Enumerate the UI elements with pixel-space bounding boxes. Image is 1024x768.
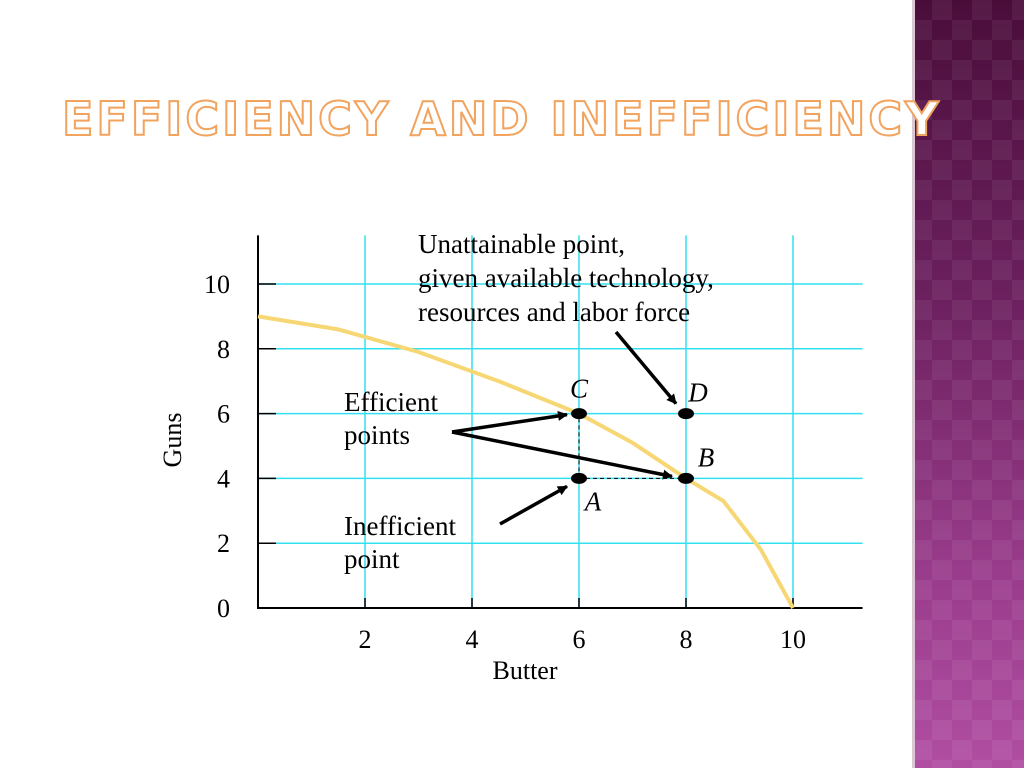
x-axis-label: Butter — [493, 656, 558, 685]
annotation-unattainable: Unattainable point, given available techn… — [418, 229, 714, 327]
axes — [257, 235, 863, 609]
point-b — [678, 472, 694, 484]
frontier-curve-layer — [257, 314, 795, 609]
annotation-efficient-line-2: points — [344, 420, 410, 450]
x-tick-label-4: 4 — [466, 625, 479, 654]
arrow-to-b — [451, 430, 673, 480]
point-a — [571, 472, 587, 484]
y-tick-label-4: 4 — [217, 464, 230, 493]
y-tick-label-10: 10 — [204, 270, 230, 299]
annotation-efficient-line-1: Efficient — [344, 387, 438, 417]
x-tick-label-8: 8 — [680, 625, 693, 654]
point-c — [571, 408, 587, 420]
x-tick-label-2: 2 — [359, 625, 372, 654]
frontier-curve — [257, 314, 795, 609]
point-label-d: D — [687, 378, 708, 408]
point-label-c: C — [570, 374, 589, 404]
annotation-efficient: Efficient points — [344, 387, 438, 450]
arrow-to-c — [451, 411, 568, 434]
side-bar-pattern — [912, 0, 1024, 768]
dashed-guides — [578, 413, 686, 479]
annotation-unattainable-line-1: Unattainable point, — [418, 229, 625, 259]
y-tick-label-0: 0 — [217, 594, 230, 623]
annotation-unattainable-line-3: resources and labor force — [418, 297, 690, 327]
arrow-to-d — [614, 330, 678, 405]
slide-title: EFFICIENCY AND INEFFICIENCY — [61, 92, 942, 146]
x-tick-label-10: 10 — [780, 625, 806, 654]
side-bar-edge — [912, 0, 915, 768]
point-label-a: A — [583, 486, 602, 516]
x-tick-label-6: 6 — [573, 625, 586, 654]
annotation-inefficient-line-2: point — [344, 544, 400, 574]
annotations: Unattainable point, given available techn… — [344, 229, 714, 574]
decorative-side-bar — [912, 0, 1024, 768]
y-tick-label-6: 6 — [217, 400, 230, 429]
y-tick-label-8: 8 — [217, 335, 230, 364]
y-axis-label: Guns — [158, 413, 187, 468]
annotation-unattainable-line-2: given available technology, — [418, 263, 714, 293]
point-d — [678, 408, 694, 420]
grid-lines — [258, 235, 863, 608]
tick-labels: 2 4 6 8 10 0 2 4 6 8 10 — [204, 270, 806, 654]
y-tick-label-2: 2 — [217, 529, 230, 558]
annotation-inefficient-line-1: Inefficient — [344, 511, 456, 541]
arrow-to-a — [499, 484, 568, 526]
annotation-inefficient: Inefficient point — [344, 511, 456, 574]
data-points: A B C D — [570, 374, 714, 517]
point-label-b: B — [698, 442, 715, 472]
